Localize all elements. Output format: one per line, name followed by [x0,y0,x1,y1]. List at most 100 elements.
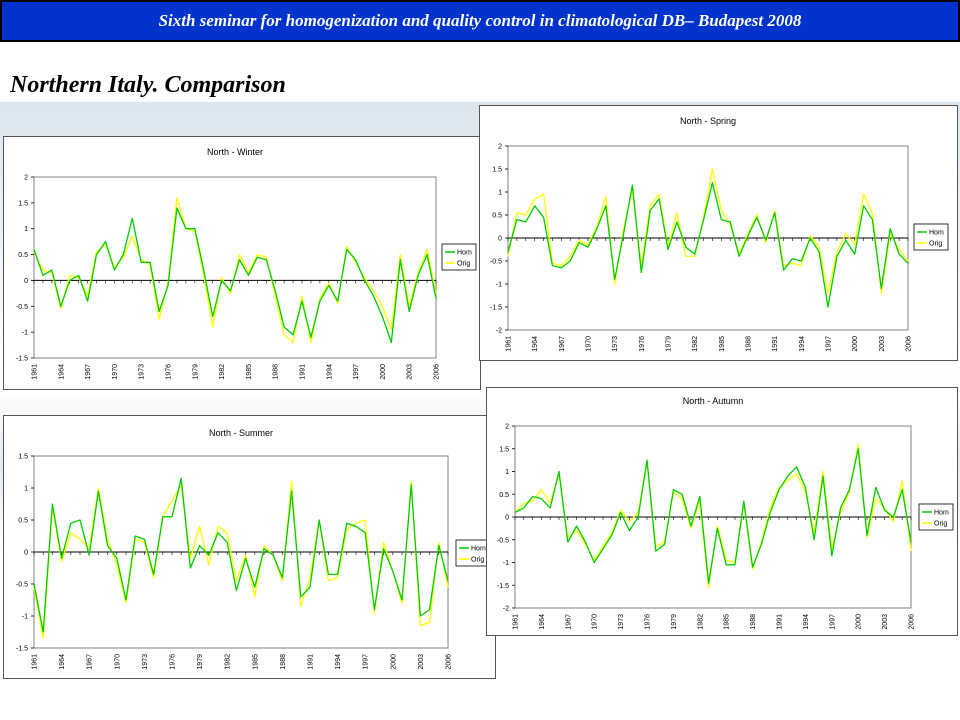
plot-area [33,176,437,359]
x-tick-label: 1994 [335,654,342,670]
chart-winter: North - Winter -1.5 -1 -0.5 0 0.5 1 1.5 2 1961 196… [3,136,481,390]
x-tick-label: 1979 [192,364,199,380]
x-tick-label: 1988 [746,336,753,352]
x-tick-label: 1985 [719,336,726,352]
x-tick-label: 1994 [799,336,806,352]
y-tick-label: -1 [22,614,28,621]
y-tick-label: 1 [24,486,28,493]
chart-legend: Hom Orig [913,223,949,251]
chart-svg: North - Spring -2 -1.5 -1 -0.5 0 0.5 1 1.5 2 1961 1… [490,116,949,352]
legend-label: Orig [471,557,484,564]
chart-spring: North - Spring -2 -1.5 -1 -0.5 0 0.5 1 1.5 2 1961 1… [479,105,958,361]
x-tick-label: 1961 [513,614,520,630]
x-tick-label: 2006 [906,336,913,352]
x-tick-label: 1970 [112,364,119,380]
x-tick-label: 1991 [777,614,784,630]
legend-label: Hom [457,250,472,257]
y-tick-label: 0.5 [492,213,502,220]
x-tick-label: 1991 [772,336,779,352]
x-tick-label: 2000 [852,336,859,352]
y-tick-label: 0 [498,236,502,243]
y-tick-label: -1 [503,560,509,567]
y-tick-label: -2 [503,606,509,613]
x-tick-label: 2003 [882,614,889,630]
chart-title: North - Autumn [683,396,744,406]
x-tick-label: 1979 [197,654,204,670]
y-tick-label: -0.5 [490,259,502,266]
x-tick-label: 2003 [879,336,886,352]
y-tick-label: 2 [505,424,509,431]
legend-label: Hom [929,230,944,237]
series-line-orig [507,168,909,294]
legend-box [455,539,491,567]
x-tick-label: 1964 [539,614,546,630]
x-tick-label: 1976 [166,364,173,380]
x-tick-label: 1997 [353,364,360,380]
x-tick-label: 1988 [273,364,280,380]
y-tick-label: 0.5 [499,492,509,499]
chart-title: North - Spring [680,116,736,126]
y-tick-label: 1 [24,226,28,233]
legend-box [913,223,949,251]
y-tick-label: 1 [505,469,509,476]
x-tick-label: 1991 [308,654,315,670]
x-tick-label: 1985 [252,654,259,670]
x-tick-label: 1997 [363,654,370,670]
chart-autumn: North - Autumn -2 -1.5 -1 -0.5 0 0.5 1 1.5 2 1961 1… [486,387,958,636]
y-tick-label: 0 [24,278,28,285]
x-tick-label: 1964 [58,364,65,380]
chart-legend: Hom Orig [918,503,954,531]
series-line-hom [33,207,437,344]
y-tick-label: 0 [505,515,509,522]
x-tick-label: 2006 [909,614,916,630]
y-tick-label: 1.5 [18,454,28,461]
series-line-hom [507,182,909,308]
y-tick-label: 1.5 [492,167,502,174]
y-tick-label: 0.5 [18,518,28,525]
x-tick-label: 1970 [586,336,593,352]
chart-svg: North - Winter -1.5 -1 -0.5 0 0.5 1 1.5 2 1961 196… [16,147,477,380]
y-tick-label: -1.5 [16,356,28,363]
x-tick-label: 1964 [532,336,539,352]
legend-label: Hom [934,510,949,517]
x-tick-label: 2000 [380,364,387,380]
x-tick-label: 1979 [671,614,678,630]
x-tick-label: 1973 [618,614,625,630]
legend-label: Hom [471,546,486,553]
chart-summer: North - Summer -1.5 -1 -0.5 0 0.5 1 1.5 1961 1964… [3,415,496,679]
y-tick-label: 2 [24,175,28,182]
x-tick-label: 1994 [803,614,810,630]
series-line-hom [33,477,449,633]
x-tick-label: 1982 [697,614,704,630]
y-tick-label: -0.5 [16,582,28,589]
x-tick-label: 2006 [434,364,441,380]
legend-box [918,503,954,531]
x-tick-label: 1988 [280,654,287,670]
x-tick-label: 1991 [300,364,307,380]
x-tick-label: 2003 [418,654,425,670]
x-tick-label: 1964 [59,654,66,670]
seminar-banner: Sixth seminar for homogenization and qua… [0,0,960,42]
x-tick-label: 1967 [87,654,94,670]
x-tick-label: 2003 [407,364,414,380]
x-tick-label: 2000 [390,654,397,670]
y-tick-label: 0 [24,550,28,557]
x-tick-label: 1973 [612,336,619,352]
chart-svg: North - Summer -1.5 -1 -0.5 0 0.5 1 1.5 1961 1964… [16,428,491,670]
x-tick-label: 1994 [326,364,333,380]
y-tick-label: -1 [22,330,28,337]
x-tick-label: 1961 [506,336,513,352]
chart-legend: Hom Orig [441,243,477,271]
x-tick-label: 1976 [170,654,177,670]
banner-text: Sixth seminar for homogenization and qua… [158,11,802,30]
chart-svg: North - Autumn -2 -1.5 -1 -0.5 0 0.5 1 1.5 2 1961 1… [497,396,954,630]
chart-legend: Hom Orig [455,539,491,567]
x-tick-label: 1976 [639,336,646,352]
y-tick-label: -1.5 [16,646,28,653]
x-tick-label: 1973 [139,364,146,380]
chart-title: North - Winter [207,147,263,157]
x-tick-label: 1985 [724,614,731,630]
x-tick-label: 1997 [829,614,836,630]
y-tick-label: -1 [496,282,502,289]
y-tick-label: 2 [498,144,502,151]
